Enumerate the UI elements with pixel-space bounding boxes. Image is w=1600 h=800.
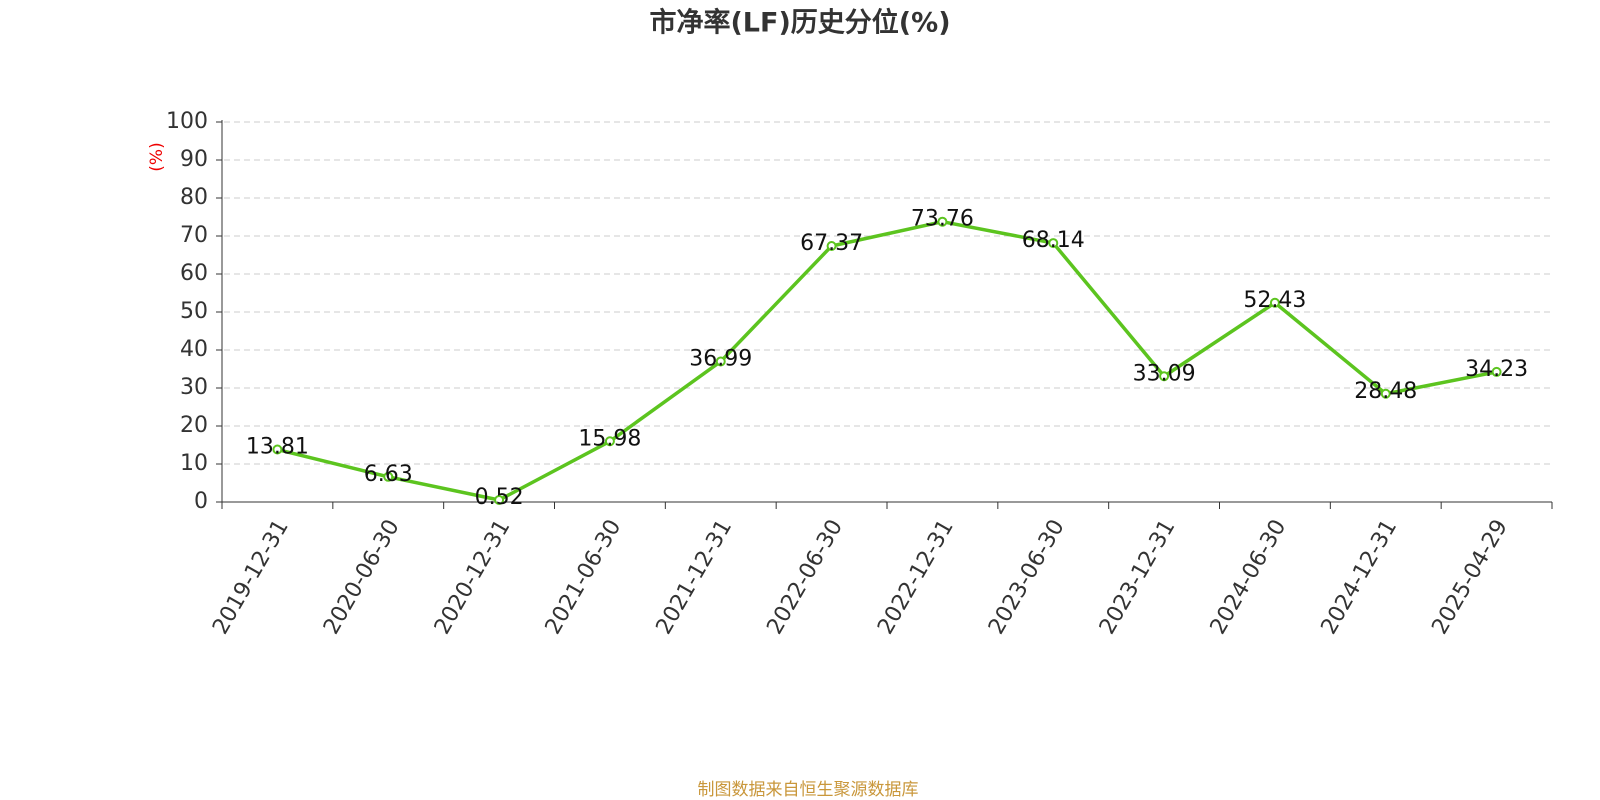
source-note: 制图数据来自恒生聚源数据库 (698, 780, 919, 800)
x-tick-label: 2024-06-30 (1206, 516, 1292, 639)
data-point (1269, 297, 1280, 308)
data-point (272, 444, 283, 455)
data-point (1048, 238, 1059, 249)
x-tick-label: 2023-06-30 (984, 516, 1070, 639)
data-point (715, 356, 726, 367)
data-point (383, 471, 394, 482)
y-tick-label: 70 (180, 223, 208, 248)
data-point (1159, 371, 1170, 382)
x-tick-label: 2022-12-31 (873, 516, 959, 639)
y-axis-label: (%) (147, 142, 167, 171)
x-tick-label: 2024-12-31 (1317, 516, 1403, 639)
data-label: 34.23 (1465, 357, 1528, 382)
data-label: 52.43 (1243, 288, 1306, 313)
x-tick-label: 2021-12-31 (652, 516, 738, 639)
data-point (604, 436, 615, 447)
y-tick-label: 50 (180, 299, 208, 324)
y-tick-label: 10 (180, 451, 208, 476)
data-label: 33.09 (1133, 361, 1196, 386)
data-label: 13.81 (246, 435, 309, 460)
data-label: 36.99 (689, 346, 752, 371)
data-point (1491, 366, 1502, 377)
data-label: 6.63 (364, 462, 413, 487)
x-tick-label: 2025-04-29 (1427, 516, 1513, 639)
data-label: 28.48 (1354, 379, 1417, 404)
y-tick-label: 80 (180, 185, 208, 210)
data-point (1380, 388, 1391, 399)
y-tick-label: 100 (166, 109, 208, 134)
data-label: 0.52 (475, 485, 524, 510)
data-point (826, 240, 837, 251)
x-tick-label: 2019-12-31 (208, 516, 294, 639)
data-label: 67.37 (800, 231, 863, 256)
data-label: 68.14 (1022, 228, 1085, 253)
y-tick-label: 40 (180, 337, 208, 362)
y-tick-label: 30 (180, 375, 208, 400)
chart-title: 市净率(LF)历史分位(%) (649, 7, 950, 39)
y-tick-label: 0 (194, 489, 208, 514)
y-tick-label: 20 (180, 413, 208, 438)
data-point (937, 216, 948, 227)
y-tick-label: 90 (180, 147, 208, 172)
x-tick-label: 2021-06-30 (541, 516, 627, 639)
x-tick-label: 2020-06-30 (319, 516, 405, 639)
data-point (494, 495, 505, 506)
data-line (276, 219, 1497, 502)
data-label: 15.98 (578, 426, 641, 451)
data-label: 73.76 (911, 207, 974, 232)
x-tick-label: 2023-12-31 (1095, 516, 1181, 639)
y-tick-label: 60 (180, 261, 208, 286)
x-tick-label: 2020-12-31 (430, 516, 516, 639)
x-tick-label: 2022-06-30 (762, 516, 848, 639)
